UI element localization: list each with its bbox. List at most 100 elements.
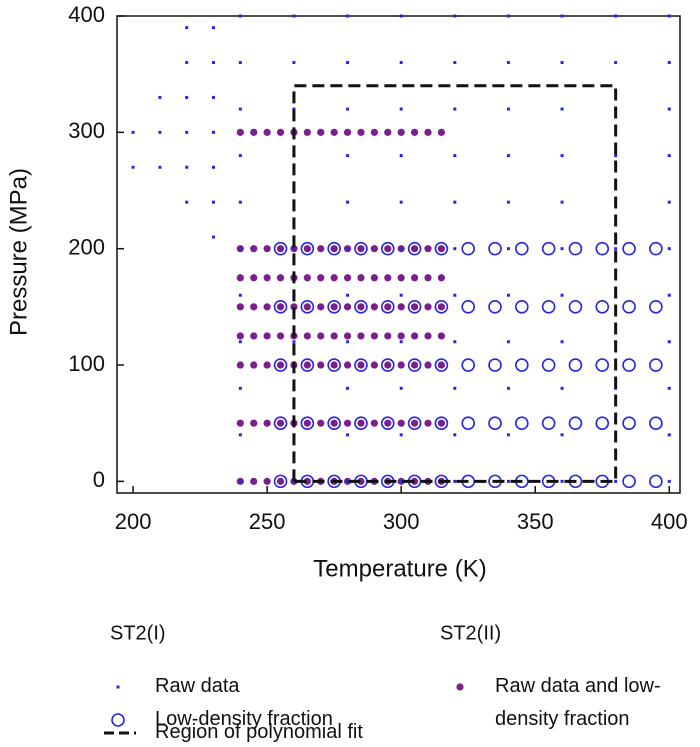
data-point bbox=[327, 358, 341, 372]
data-point bbox=[461, 241, 476, 256]
data-point bbox=[667, 107, 671, 111]
data-point bbox=[560, 293, 564, 297]
data-point bbox=[410, 128, 419, 136]
data-point bbox=[380, 241, 395, 256]
data-point bbox=[317, 274, 325, 282]
data-point bbox=[185, 26, 189, 30]
data-point bbox=[250, 128, 258, 136]
legend-title: ST2(II) bbox=[440, 622, 501, 644]
data-point bbox=[330, 419, 338, 427]
data-point bbox=[399, 479, 403, 483]
data-point bbox=[303, 274, 311, 282]
data-point bbox=[303, 477, 311, 485]
data-point bbox=[131, 130, 135, 134]
data-point bbox=[236, 303, 244, 311]
data-point bbox=[370, 419, 378, 427]
data-point bbox=[461, 416, 476, 430]
data-point bbox=[303, 332, 311, 340]
data-point bbox=[453, 479, 457, 483]
data-point bbox=[488, 358, 502, 372]
data-point bbox=[238, 479, 242, 483]
legend-symbol bbox=[116, 685, 120, 689]
data-point bbox=[649, 241, 663, 256]
data-point bbox=[238, 154, 242, 158]
data-point bbox=[410, 245, 419, 253]
data-point bbox=[357, 245, 365, 253]
data-point bbox=[560, 386, 564, 390]
data-point bbox=[506, 293, 510, 297]
data-point bbox=[384, 245, 392, 253]
data-point bbox=[407, 358, 422, 372]
data-point bbox=[290, 303, 298, 311]
data-point bbox=[614, 14, 618, 18]
data-point bbox=[346, 433, 350, 437]
data-point bbox=[407, 300, 422, 314]
data-point bbox=[300, 358, 315, 372]
data-point bbox=[410, 303, 419, 311]
legend-symbol bbox=[111, 713, 125, 727]
data-point bbox=[276, 332, 285, 340]
data-point bbox=[453, 61, 457, 65]
data-point bbox=[560, 479, 564, 483]
data-point bbox=[330, 128, 338, 136]
data-point bbox=[424, 274, 432, 282]
data-point bbox=[131, 165, 135, 169]
data-point bbox=[453, 386, 457, 390]
data-point bbox=[238, 61, 242, 65]
data-point bbox=[437, 303, 445, 311]
data-point bbox=[303, 361, 311, 369]
data-point bbox=[212, 61, 216, 65]
data-point bbox=[506, 200, 510, 204]
data-point bbox=[238, 293, 242, 297]
data-point bbox=[346, 293, 350, 297]
data-point bbox=[399, 61, 403, 65]
data-point bbox=[250, 332, 258, 340]
data-point bbox=[357, 477, 365, 485]
data-point bbox=[595, 241, 610, 256]
data-point bbox=[273, 358, 288, 372]
data-point bbox=[357, 332, 365, 340]
data-point bbox=[300, 300, 315, 314]
data-point bbox=[276, 274, 285, 282]
data-point bbox=[506, 340, 510, 344]
data-point bbox=[236, 332, 244, 340]
data-point bbox=[292, 340, 296, 344]
data-point bbox=[380, 416, 395, 430]
data-point bbox=[614, 479, 618, 483]
data-point bbox=[667, 340, 671, 344]
fit-region bbox=[292, 84, 618, 483]
data-point bbox=[667, 479, 671, 483]
data-point bbox=[506, 479, 510, 483]
data-point bbox=[357, 274, 365, 282]
data-point bbox=[399, 340, 403, 344]
data-point bbox=[384, 332, 392, 340]
data-point bbox=[343, 419, 352, 427]
data-point bbox=[614, 247, 618, 251]
data-point bbox=[238, 340, 242, 344]
data-point bbox=[263, 332, 271, 340]
data-point bbox=[407, 241, 422, 256]
data-point bbox=[185, 130, 189, 134]
data-point bbox=[250, 303, 258, 311]
data-point bbox=[346, 14, 350, 18]
data-point bbox=[276, 245, 285, 253]
data-point bbox=[380, 358, 395, 372]
data-point bbox=[434, 416, 449, 430]
legend-title: ST2(I) bbox=[110, 622, 166, 644]
data-point bbox=[453, 154, 457, 158]
y-tick-label: 200 bbox=[68, 234, 105, 259]
data-point bbox=[437, 274, 445, 282]
legend-label: Raw data bbox=[155, 675, 240, 697]
data-point bbox=[560, 200, 564, 204]
data-point bbox=[276, 361, 285, 369]
data-point bbox=[276, 303, 285, 311]
data-point bbox=[185, 95, 189, 99]
data-point bbox=[238, 107, 242, 111]
data-point bbox=[250, 361, 258, 369]
data-point bbox=[488, 300, 502, 314]
data-point bbox=[384, 303, 392, 311]
plot-frame bbox=[116, 15, 681, 494]
x-tick-label: 350 bbox=[517, 509, 554, 534]
data-point bbox=[453, 14, 457, 18]
data-point bbox=[614, 154, 618, 158]
